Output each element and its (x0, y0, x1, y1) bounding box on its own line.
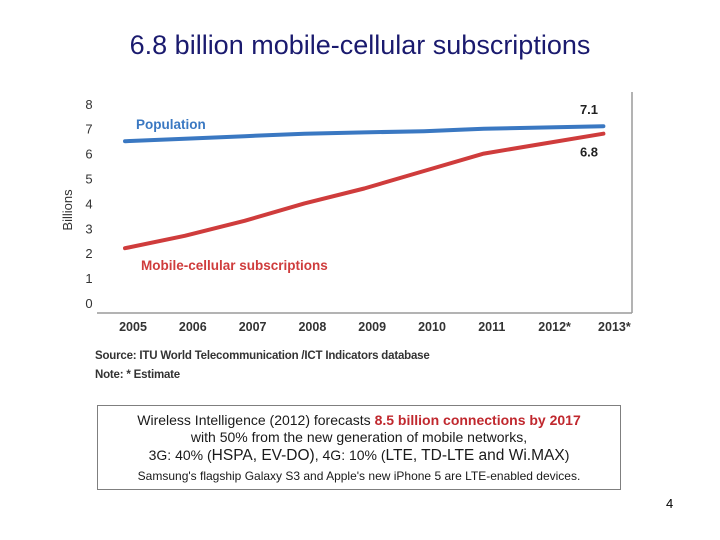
forecast-line-4: Samsung's flagship Galaxy S3 and Apple's… (137, 469, 581, 483)
forecast-close-paren: ) (564, 447, 570, 463)
y-tick-label: 6 (85, 147, 92, 162)
source-line: Source: ITU World Telecommunication /ICT… (95, 350, 430, 362)
forecast-3g-tech: HSPA, EV-DO) (211, 447, 315, 464)
y-tick-labels: 0 1 2 3 4 5 6 7 8 (85, 97, 92, 311)
x-tick-label: 2009 (358, 320, 386, 334)
forecast-prefix: Wireless Intelligence (2012) forecasts (137, 412, 375, 428)
population-end-value: 7.1 (580, 102, 598, 117)
y-tick-label: 7 (85, 122, 92, 137)
forecast-highlight: 8.5 billion connections by 2017 (374, 412, 581, 428)
y-tick-label: 2 (85, 246, 92, 261)
x-tick-label: 2013* (598, 320, 631, 334)
forecast-box: Wireless Intelligence (2012) forecasts 8… (97, 405, 621, 490)
forecast-3g-share: 3G: 40% ( (148, 447, 212, 463)
y-tick-label: 4 (85, 196, 92, 211)
y-tick-label: 8 (85, 97, 92, 112)
x-tick-label: 2010 (418, 320, 446, 334)
y-tick-label: 1 (85, 271, 92, 286)
x-tick-labels: 2005 2006 2007 2008 2009 2010 2011 2012* 2013* (119, 320, 631, 334)
x-tick-label: 2011 (478, 320, 505, 334)
subscriptions-end-value: 6.8 (580, 145, 598, 160)
page-number: 4 (666, 496, 674, 511)
subscriptions-line (123, 131, 606, 251)
chart-source: Source: ITU World Telecommunication /ICT… (95, 347, 430, 385)
slide-title: 6.8 billion mobile-cellular subscription… (129, 30, 591, 60)
y-axis-title-text: Billions (60, 189, 75, 231)
x-tick-label: 2012* (538, 320, 571, 334)
forecast-4g-share: , 4G: 10% ( (314, 447, 386, 463)
forecast-line-1: Wireless Intelligence (2012) forecasts 8… (98, 412, 620, 428)
series-labels: Population 7.1 Mobile-cellular subscriptio… (136, 102, 598, 273)
y-tick-label: 5 (85, 172, 92, 187)
population-label: Population (136, 117, 206, 132)
x-tick-label: 2005 (119, 320, 147, 334)
note-line: Note: * Estimate (95, 369, 180, 381)
y-tick-label: 3 (85, 221, 92, 236)
population-line (123, 124, 606, 144)
y-tick-label: 0 (85, 296, 92, 311)
x-tick-label: 2008 (298, 320, 326, 334)
forecast-4g-tech: LTE, TD-LTE and Wi.MAX (385, 447, 565, 464)
forecast-line-2: with 50% from the new generation of mobi… (190, 429, 528, 445)
series-lines (123, 124, 606, 251)
x-tick-label: 2007 (239, 320, 267, 334)
y-axis-title: Billions (60, 189, 75, 231)
forecast-line-3: 3G: 40% (HSPA, EV-DO), 4G: 10% (LTE, TD-… (98, 447, 620, 465)
subscriptions-label: Mobile-cellular subscriptions (141, 258, 328, 273)
x-tick-label: 2006 (179, 320, 207, 334)
